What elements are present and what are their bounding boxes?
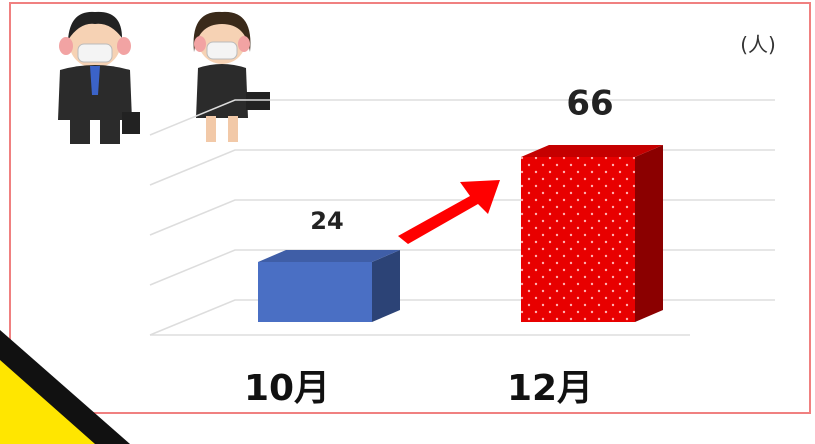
background xyxy=(0,0,815,444)
value-label: 66 xyxy=(566,84,613,124)
bar-side xyxy=(635,145,663,322)
x-tick-label: 10月 xyxy=(244,368,330,409)
unit-label: (人) xyxy=(740,33,776,57)
chart: (人) 24 10月 66 12月 xyxy=(0,0,815,444)
bar-pattern xyxy=(521,157,635,322)
bar-side xyxy=(372,250,400,322)
bar xyxy=(258,262,372,322)
value-label: 24 xyxy=(310,207,343,235)
x-tick-label: 12月 xyxy=(507,368,593,409)
